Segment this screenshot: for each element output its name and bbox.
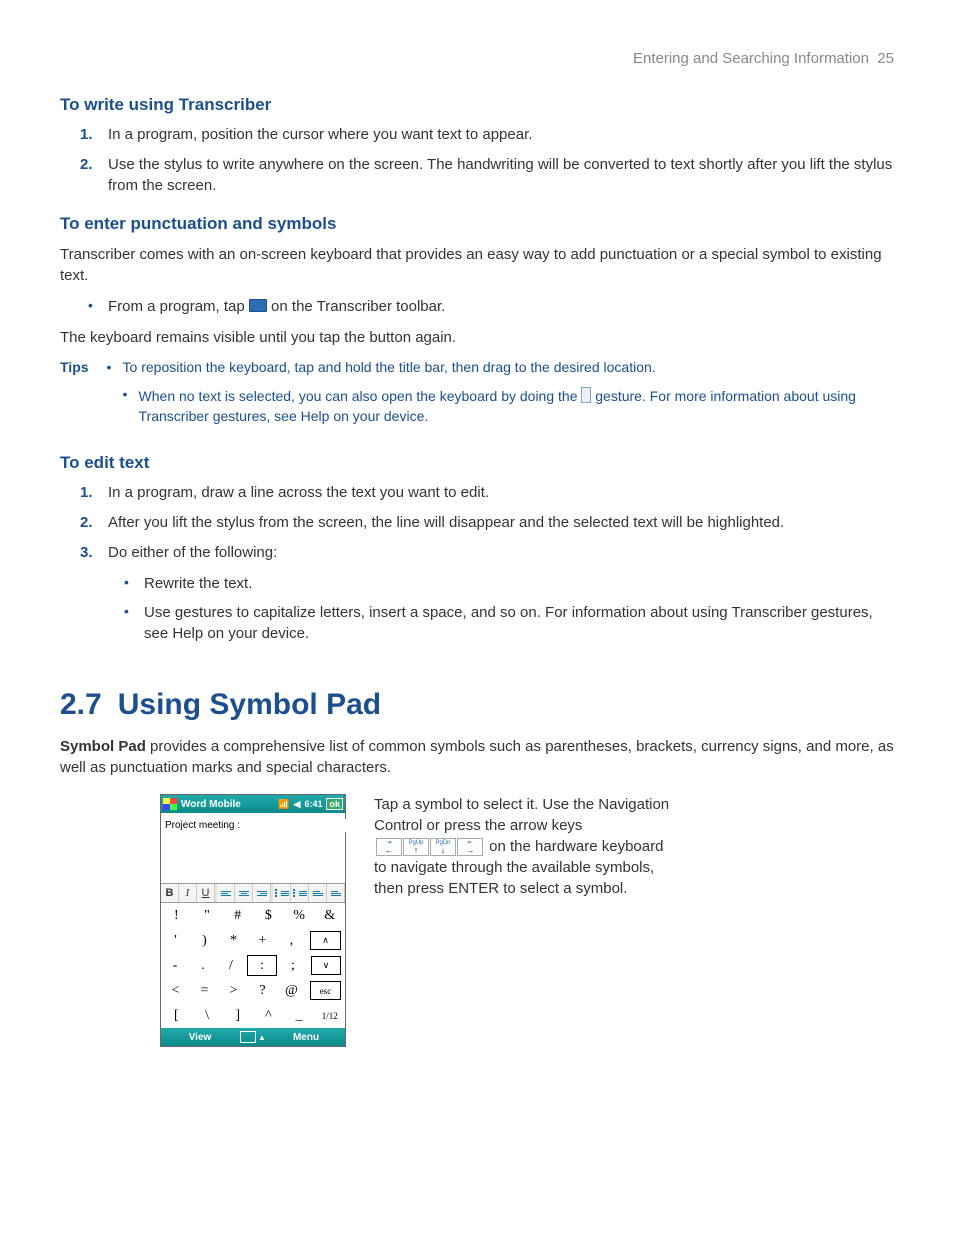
italic-button[interactable]: I	[179, 884, 197, 902]
heading-edit-text: To edit text	[60, 453, 894, 473]
align-right-button[interactable]	[253, 884, 271, 902]
sym-semi[interactable]: ;	[279, 953, 307, 978]
step-1: In a program, position the cursor where …	[104, 125, 894, 145]
heading-punctuation: To enter punctuation and symbols	[60, 214, 894, 234]
sym-dot[interactable]: .	[189, 953, 217, 978]
sip-chevron-icon[interactable]: ▲	[258, 1033, 266, 1042]
sym-quote[interactable]: "	[192, 903, 223, 928]
esc-button[interactable]: esc	[310, 981, 341, 1000]
sym-dash[interactable]: -	[161, 953, 189, 978]
menu-button[interactable]: Menu	[267, 1032, 345, 1043]
indent-button[interactable]	[327, 884, 345, 902]
punctuation-after: The keyboard remains visible until you t…	[60, 327, 894, 348]
document-area[interactable]	[161, 813, 345, 884]
outdent-button[interactable]	[309, 884, 327, 902]
sym-q[interactable]: ?	[248, 978, 277, 1003]
underline-button[interactable]: U	[197, 884, 215, 902]
key-left: ⇥←	[376, 838, 402, 856]
section-heading-2-7: 2.7 Using Symbol Pad	[60, 688, 894, 722]
page-down-button[interactable]: ∨	[311, 956, 341, 975]
key-down: PgDn↓	[430, 838, 456, 856]
symbol-grid: ! " # $ % & ' ) * + , ∧ - .	[161, 903, 345, 1028]
sip-icon[interactable]	[240, 1031, 256, 1043]
sym-apos[interactable]: '	[161, 928, 190, 953]
device-bottombar: View ▲ Menu	[161, 1028, 345, 1046]
sym-hash[interactable]: #	[222, 903, 253, 928]
step-2: Use the stylus to write anywhere on the …	[104, 155, 894, 196]
sym-rbr[interactable]: ]	[222, 1003, 253, 1028]
bold-button[interactable]: B	[161, 884, 179, 902]
sym-bslash[interactable]: \	[192, 1003, 223, 1028]
sound-icon: ◀	[294, 799, 301, 810]
align-left-button[interactable]	[217, 884, 235, 902]
punctuation-bullets: From a program, tap on the Transcriber t…	[60, 296, 894, 317]
page-up-button[interactable]: ∧	[310, 931, 341, 950]
view-menu[interactable]: View	[161, 1032, 239, 1043]
tips-label: Tips	[60, 358, 89, 435]
app-title: Word Mobile	[181, 799, 241, 810]
sym-star[interactable]: *	[219, 928, 248, 953]
symbol-pad-intro: Symbol Pad provides a comprehensive list…	[60, 736, 894, 778]
tip-1: To reposition the keyboard, tap and hold…	[107, 358, 894, 378]
sym-percent[interactable]: %	[284, 903, 315, 928]
symbol-pad-screenshot: Word Mobile 📶 ◀ 6:41 ok B I U	[160, 794, 346, 1047]
steps-transcriber-write: In a program, position the cursor where …	[60, 125, 894, 196]
ok-button[interactable]: ok	[326, 798, 343, 810]
arrow-keys-graphic: ⇥← PgUp↑ PgDn↓ ⇤→	[376, 838, 483, 856]
windows-icon	[163, 798, 177, 810]
edit-step-3: Do either of the following: Rewrite the …	[104, 543, 894, 644]
page-indicator: 1/12	[314, 1003, 345, 1028]
sym-caret[interactable]: ^	[253, 1003, 284, 1028]
bullet-list-button[interactable]	[273, 884, 291, 902]
bullet-tap-keyboard: From a program, tap on the Transcriber t…	[104, 296, 894, 317]
tips-block: Tips To reposition the keyboard, tap and…	[60, 358, 894, 435]
sym-rparen[interactable]: )	[190, 928, 219, 953]
section-number: 2.7	[60, 688, 102, 721]
sym-under[interactable]: _	[284, 1003, 315, 1028]
sym-plus[interactable]: +	[248, 928, 277, 953]
sym-colon-selected[interactable]: :	[247, 955, 277, 976]
edit-sub-2: Use gestures to capitalize letters, inse…	[140, 602, 894, 644]
sym-amp[interactable]: &	[314, 903, 345, 928]
sym-lt[interactable]: <	[161, 978, 190, 1003]
chapter-title: Entering and Searching Information	[633, 50, 869, 67]
page-header: Entering and Searching Information 25	[60, 50, 894, 67]
sym-eq[interactable]: =	[190, 978, 219, 1003]
clock: 6:41	[304, 799, 322, 809]
sym-exclaim[interactable]: !	[161, 903, 192, 928]
signal-icon: 📶	[278, 799, 289, 810]
device-titlebar: Word Mobile 📶 ◀ 6:41 ok	[161, 795, 345, 813]
keyboard-icon	[249, 299, 267, 312]
sym-gt[interactable]: >	[219, 978, 248, 1003]
sym-at[interactable]: @	[277, 978, 306, 1003]
steps-edit-text: In a program, draw a line across the tex…	[60, 483, 894, 645]
align-center-button[interactable]	[235, 884, 253, 902]
format-toolbar: B I U	[161, 884, 345, 903]
sym-slash[interactable]: /	[217, 953, 245, 978]
punctuation-intro: Transcriber comes with an on-screen keyb…	[60, 244, 894, 286]
key-right: ⇤→	[457, 838, 483, 856]
tip-2: When no text is selected, you can also o…	[123, 385, 894, 426]
edit-sub-1: Rewrite the text.	[140, 573, 894, 594]
section-title: Using Symbol Pad	[118, 688, 381, 721]
symbol-pad-description: Tap a symbol to select it. Use the Navig…	[374, 794, 674, 1047]
page-number: 25	[877, 50, 894, 67]
heading-transcriber-write: To write using Transcriber	[60, 95, 894, 115]
edit-step-2: After you lift the stylus from the scree…	[104, 513, 894, 533]
sym-lbr[interactable]: [	[161, 1003, 192, 1028]
sym-comma[interactable]: ,	[277, 928, 306, 953]
edit-step-1: In a program, draw a line across the tex…	[104, 483, 894, 503]
sym-dollar[interactable]: $	[253, 903, 284, 928]
gesture-icon	[581, 387, 591, 403]
document-text[interactable]	[163, 819, 347, 832]
number-list-button[interactable]	[291, 884, 309, 902]
key-up: PgUp↑	[403, 838, 429, 856]
